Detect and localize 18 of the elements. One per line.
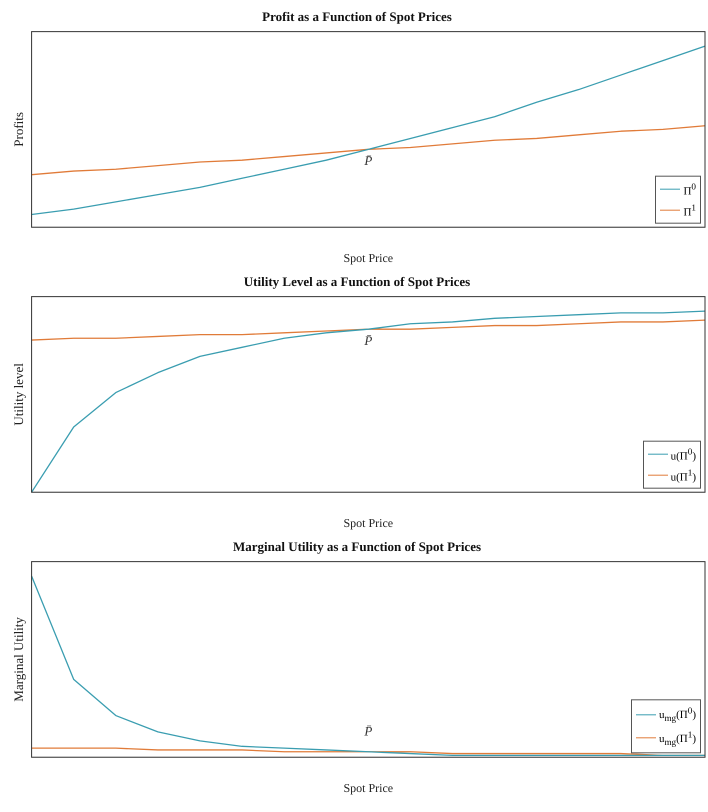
x-axis-title: Spot Price (343, 250, 394, 265)
y-axis-title: Utility level (11, 362, 26, 426)
chart-title: Profit as a Function of Spot Prices (262, 9, 452, 24)
y-axis-title: Profits (11, 112, 26, 147)
chart-title: Utility Level as a Function of Spot Prices (244, 274, 470, 290)
x-axis-title: Spot Price (343, 780, 394, 795)
annotation: P̄ (363, 333, 372, 348)
chart-title: Marginal Utility as a Function of Spot Prices (232, 539, 482, 554)
legend-label: Π$^{0}$ (683, 180, 696, 200)
legend-label: u(Π$^{1}$) (670, 466, 696, 486)
annotation: P̄ (363, 724, 372, 739)
annotation: P̄ (363, 153, 372, 168)
legend-label: u$_{mg}$(Π$^{0}$) (658, 704, 696, 726)
legend-label: u(Π$^{0}$) (670, 446, 696, 465)
legend-label: Π$^{1}$ (683, 202, 696, 220)
y-axis-title: Marginal Utility (11, 616, 26, 702)
legend-label: u$_{mg}$(Π$^{1}$) (658, 728, 696, 750)
x-axis-title: Spot Price (343, 516, 394, 530)
